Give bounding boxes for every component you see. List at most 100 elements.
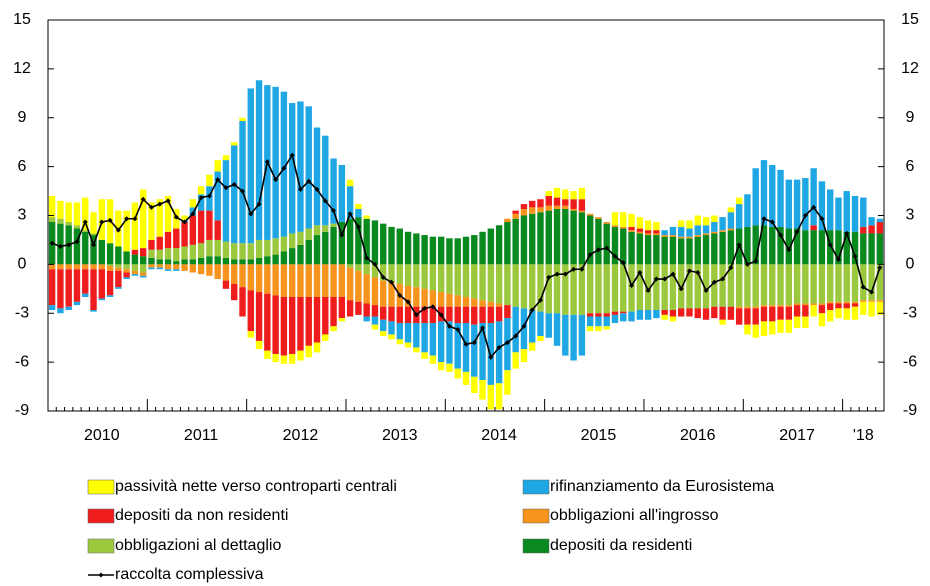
bar-segment <box>702 308 710 320</box>
bar-segment <box>82 230 89 232</box>
bar-segment <box>189 264 197 273</box>
bar-segment <box>810 305 817 317</box>
bar-segment <box>620 313 627 322</box>
total-marker <box>728 265 734 271</box>
total-marker <box>496 344 502 350</box>
bar-segment <box>727 212 735 229</box>
bar-segment <box>206 174 213 187</box>
bar-segment <box>793 303 801 306</box>
bar-segment <box>280 355 288 364</box>
bar-segment <box>380 264 387 281</box>
bar-segment <box>669 235 677 237</box>
bar-segment <box>752 324 759 338</box>
total-marker <box>107 217 113 223</box>
bar-segment <box>603 326 610 330</box>
bar-segment <box>189 259 197 265</box>
total-marker <box>306 178 312 184</box>
bar-segment <box>197 186 205 195</box>
bar-segment <box>529 207 536 214</box>
bar-segment <box>164 231 172 249</box>
total-marker <box>587 252 593 258</box>
bar-segment <box>835 308 842 319</box>
total-marker <box>173 214 179 220</box>
bar-segment <box>810 225 817 231</box>
bar-segment <box>628 230 635 232</box>
bar-segment <box>702 233 710 236</box>
bar-segment <box>437 264 445 293</box>
bar-segment <box>545 195 552 206</box>
bar-segment <box>744 306 751 309</box>
bar-segment <box>471 324 478 377</box>
bar-segment <box>487 301 495 307</box>
bar-segment <box>181 222 188 247</box>
bar-segment <box>73 269 81 302</box>
bar-segment <box>719 230 726 232</box>
bar-segment <box>123 210 130 252</box>
bar-segment <box>446 238 453 265</box>
bar-segment <box>57 264 64 270</box>
total-marker <box>521 323 527 329</box>
legend-swatch <box>522 479 550 495</box>
bar-segment <box>264 293 271 351</box>
bar-segment <box>123 264 130 270</box>
bar-segment <box>346 186 354 219</box>
bar-segment <box>876 233 884 265</box>
total-marker <box>140 196 146 202</box>
bar-segment <box>437 236 445 265</box>
bar-segment <box>578 314 586 356</box>
bar-segment <box>578 187 586 200</box>
bar-segment <box>239 121 246 244</box>
bar-segment <box>777 226 784 265</box>
bar-segment <box>462 323 470 372</box>
bar-segment <box>669 316 677 322</box>
bar-segment <box>545 210 552 265</box>
total-marker <box>595 247 601 253</box>
bar-segment <box>860 300 867 302</box>
bar-segment <box>843 303 850 309</box>
legend-label: rifinanziamento da Eurosistema <box>550 478 774 495</box>
bar-segment <box>876 301 884 315</box>
bar-segment <box>65 202 72 223</box>
total-marker <box>206 193 212 199</box>
bar-segment <box>578 210 586 213</box>
bar-segment <box>686 308 693 317</box>
bar-segment <box>661 314 668 320</box>
y-tick-label: 9 <box>18 109 27 126</box>
bar-segment <box>810 303 817 306</box>
bar-segment <box>82 269 89 294</box>
x-tick-label: 2011 <box>184 427 219 444</box>
total-marker <box>744 261 750 267</box>
bar-segment <box>578 264 586 315</box>
bar-segment <box>620 228 627 265</box>
legend-swatch <box>87 479 115 495</box>
total-marker <box>215 177 221 183</box>
bar-segment <box>603 222 610 224</box>
bar-segment <box>835 197 842 231</box>
total-marker <box>157 201 163 207</box>
bar-segment <box>189 244 197 260</box>
bar-segment <box>206 210 213 240</box>
bar-segment <box>404 306 412 324</box>
bar-segment <box>197 257 205 265</box>
bar-segment <box>57 218 64 224</box>
bar-segment <box>330 264 337 297</box>
total-marker <box>190 211 196 217</box>
bar-segment <box>818 181 826 231</box>
bar-segment <box>148 257 155 265</box>
bar-segment <box>173 269 180 271</box>
bar-segment <box>570 191 577 200</box>
bar-segment <box>429 323 437 356</box>
bar-segment <box>529 309 536 343</box>
bar-segment <box>628 226 635 231</box>
bar-segment <box>562 199 569 206</box>
bar-segment <box>669 264 677 310</box>
bar-segment <box>760 225 768 265</box>
bar-segment <box>57 200 64 219</box>
y2-tick-label: 15 <box>901 11 919 28</box>
bar-segment <box>98 264 106 270</box>
legend-label: depositi da residenti <box>550 537 692 554</box>
bar-segment <box>644 233 652 236</box>
total-marker <box>678 286 684 292</box>
bar-segment <box>661 309 668 315</box>
bar-segment <box>222 160 230 242</box>
